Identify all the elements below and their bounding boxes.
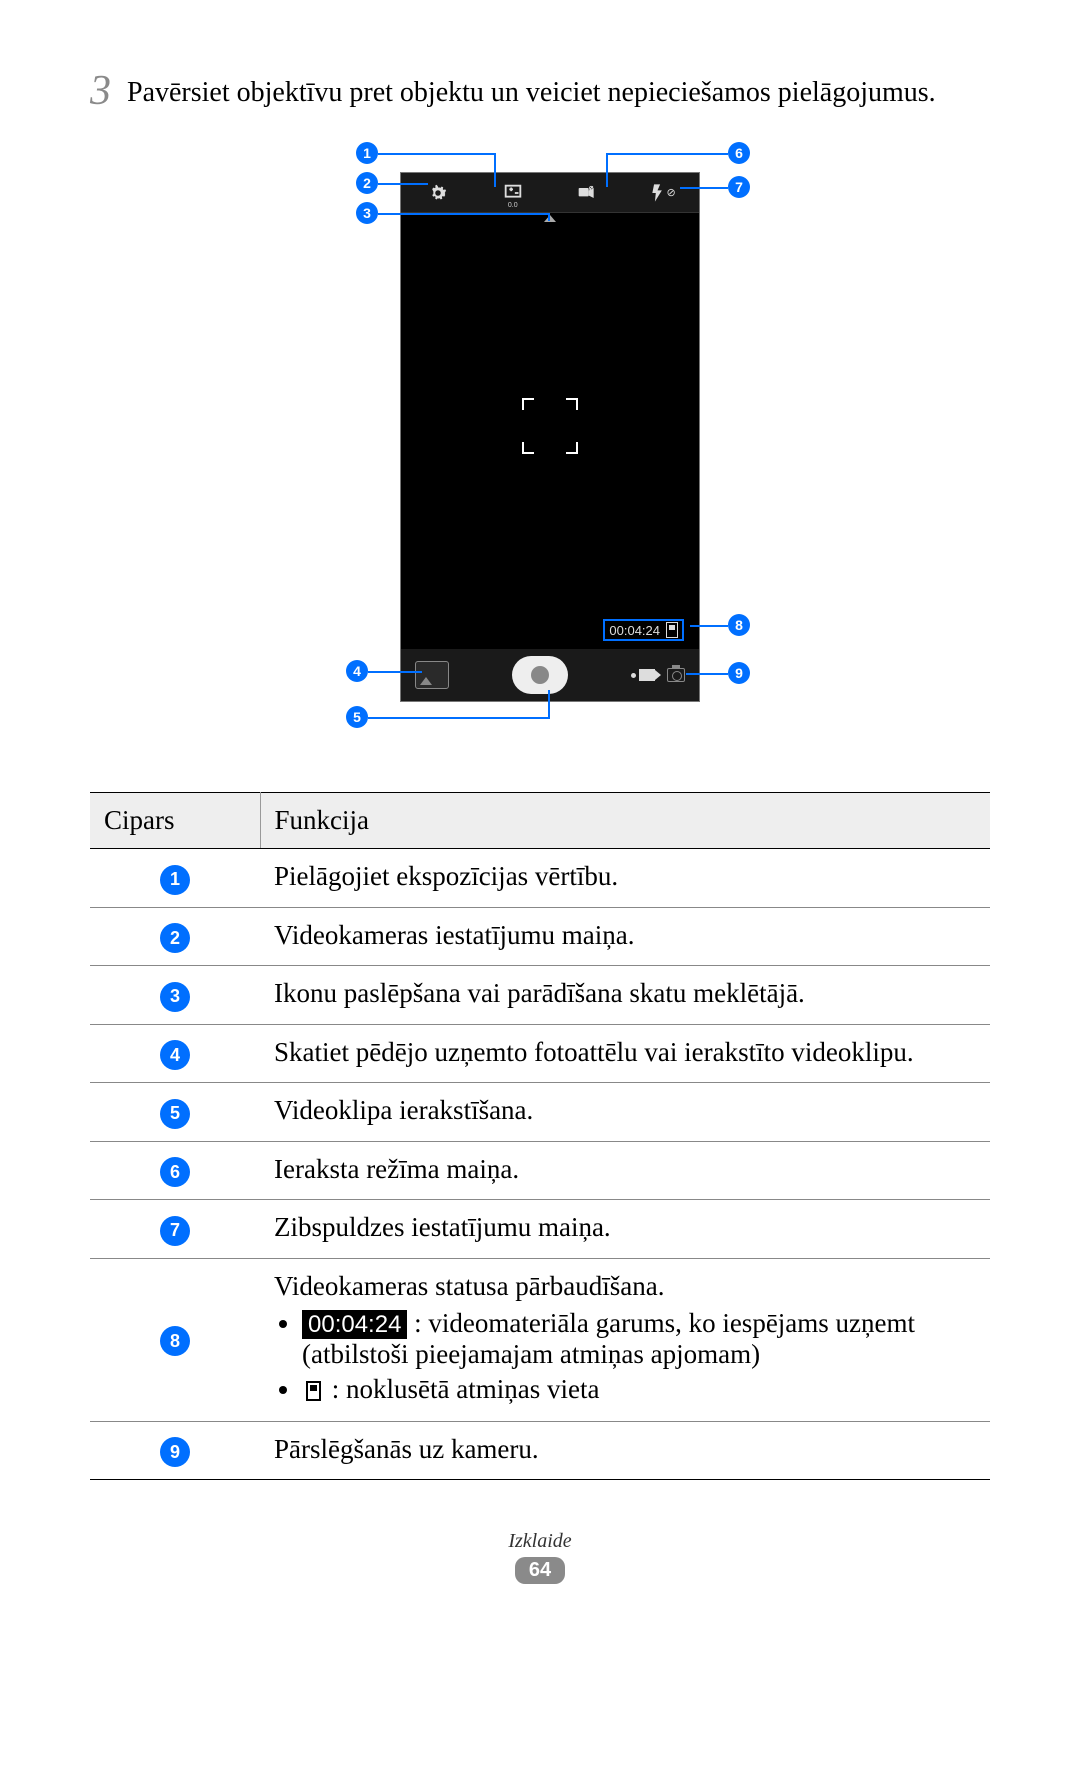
- callout-1: 1: [356, 142, 378, 164]
- record-button-icon: [512, 656, 568, 694]
- mode-switch-icon: [631, 668, 685, 682]
- table-header-number: Cipars: [90, 793, 260, 849]
- step-text: Pavērsiet objektīvu pret objektu un veic…: [127, 70, 936, 112]
- row-text: Videoklipa ierakstīšana.: [260, 1083, 990, 1142]
- row-number: 7: [160, 1216, 190, 1246]
- callout-9: 9: [728, 662, 750, 684]
- row-number: 3: [160, 982, 190, 1012]
- camcorder-topbar: 0.0 ⊘: [401, 173, 699, 213]
- row-bullet: : noklusētā atmiņas vieta: [302, 1374, 976, 1405]
- table-row: 9 Pārslēgšanās uz kameru.: [90, 1421, 990, 1480]
- step-number: 3: [90, 70, 111, 112]
- row-number: 2: [160, 923, 190, 953]
- bullet-text: : noklusētā atmiņas vieta: [325, 1374, 599, 1404]
- callout-4: 4: [346, 660, 368, 682]
- row-text: Ikonu paslēpšana vai parādīšana skatu me…: [260, 966, 990, 1025]
- storage-icon: [666, 622, 678, 638]
- gear-icon: [424, 179, 452, 207]
- table-row: 5 Videoklipa ierakstīšana.: [90, 1083, 990, 1142]
- status-indicator: 00:04:24: [603, 619, 684, 641]
- flash-icon: ⊘: [648, 179, 676, 207]
- callout-7: 7: [728, 176, 750, 198]
- callout-6: 6: [728, 142, 750, 164]
- table-row: 8 Videokameras statusa pārbaudīšana. 00:…: [90, 1258, 990, 1421]
- row-text: Skatiet pēdējo uzņemto fotoattēlu vai ie…: [260, 1024, 990, 1083]
- callout-3: 3: [356, 202, 378, 224]
- row-text: Zibspuldzes iestatījumu maiņa.: [260, 1200, 990, 1259]
- row-number: 6: [160, 1157, 190, 1187]
- tray-handle-icon: [544, 215, 556, 222]
- row-number: 1: [160, 865, 190, 895]
- section-label: Izklaide: [90, 1530, 990, 1553]
- row-lead: Videokameras statusa pārbaudīšana.: [274, 1271, 665, 1301]
- row-number: 9: [160, 1437, 190, 1467]
- table-row: 7 Zibspuldzes iestatījumu maiņa.: [90, 1200, 990, 1259]
- table-row: 1 Pielāgojiet ekspozīcijas vērtību.: [90, 849, 990, 908]
- function-table: Cipars Funkcija 1 Pielāgojiet ekspozīcij…: [90, 792, 990, 1480]
- row-number: 8: [160, 1326, 190, 1356]
- row-text: Pielāgojiet ekspozīcijas vērtību.: [260, 849, 990, 908]
- focus-brackets-icon: [522, 398, 578, 454]
- table-row: 3 Ikonu paslēpšana vai parādīšana skatu …: [90, 966, 990, 1025]
- row-bullet: 00:04:24 : videomateriāla garums, ko ies…: [302, 1308, 976, 1370]
- callout-5: 5: [346, 706, 368, 728]
- row-text: Videokameras iestatījumu maiņa.: [260, 907, 990, 966]
- row-number: 5: [160, 1099, 190, 1129]
- instruction-step: 3 Pavērsiet objektīvu pret objektu un ve…: [90, 70, 990, 112]
- table-row: 4 Skatiet pēdējo uzņemto fotoattēlu vai …: [90, 1024, 990, 1083]
- row-text: Pārslēgšanās uz kameru.: [260, 1421, 990, 1480]
- table-row: 2 Videokameras iestatījumu maiņa.: [90, 907, 990, 966]
- phone-screenshot: 0.0 ⊘ 00:04:24: [400, 172, 700, 702]
- storage-icon: [306, 1381, 321, 1401]
- row-text: Ieraksta režīma maiņa.: [260, 1141, 990, 1200]
- page-number: 64: [515, 1557, 565, 1584]
- time-chip: 00:04:24: [302, 1310, 407, 1339]
- annotated-figure: 0.0 ⊘ 00:04:24: [90, 142, 990, 752]
- callout-2: 2: [356, 172, 378, 194]
- record-mode-icon: [573, 179, 601, 207]
- camcorder-bottombar: [401, 649, 699, 701]
- remaining-time: 00:04:24: [609, 623, 660, 638]
- callout-8: 8: [728, 614, 750, 636]
- table-row: 6 Ieraksta režīma maiņa.: [90, 1141, 990, 1200]
- table-header-function: Funkcija: [260, 793, 990, 849]
- exposure-icon: 0.0: [499, 179, 527, 207]
- row-text: Videokameras statusa pārbaudīšana. 00:04…: [260, 1258, 990, 1421]
- row-number: 4: [160, 1040, 190, 1070]
- page-footer: Izklaide 64: [90, 1530, 990, 1584]
- gallery-icon: [415, 661, 449, 689]
